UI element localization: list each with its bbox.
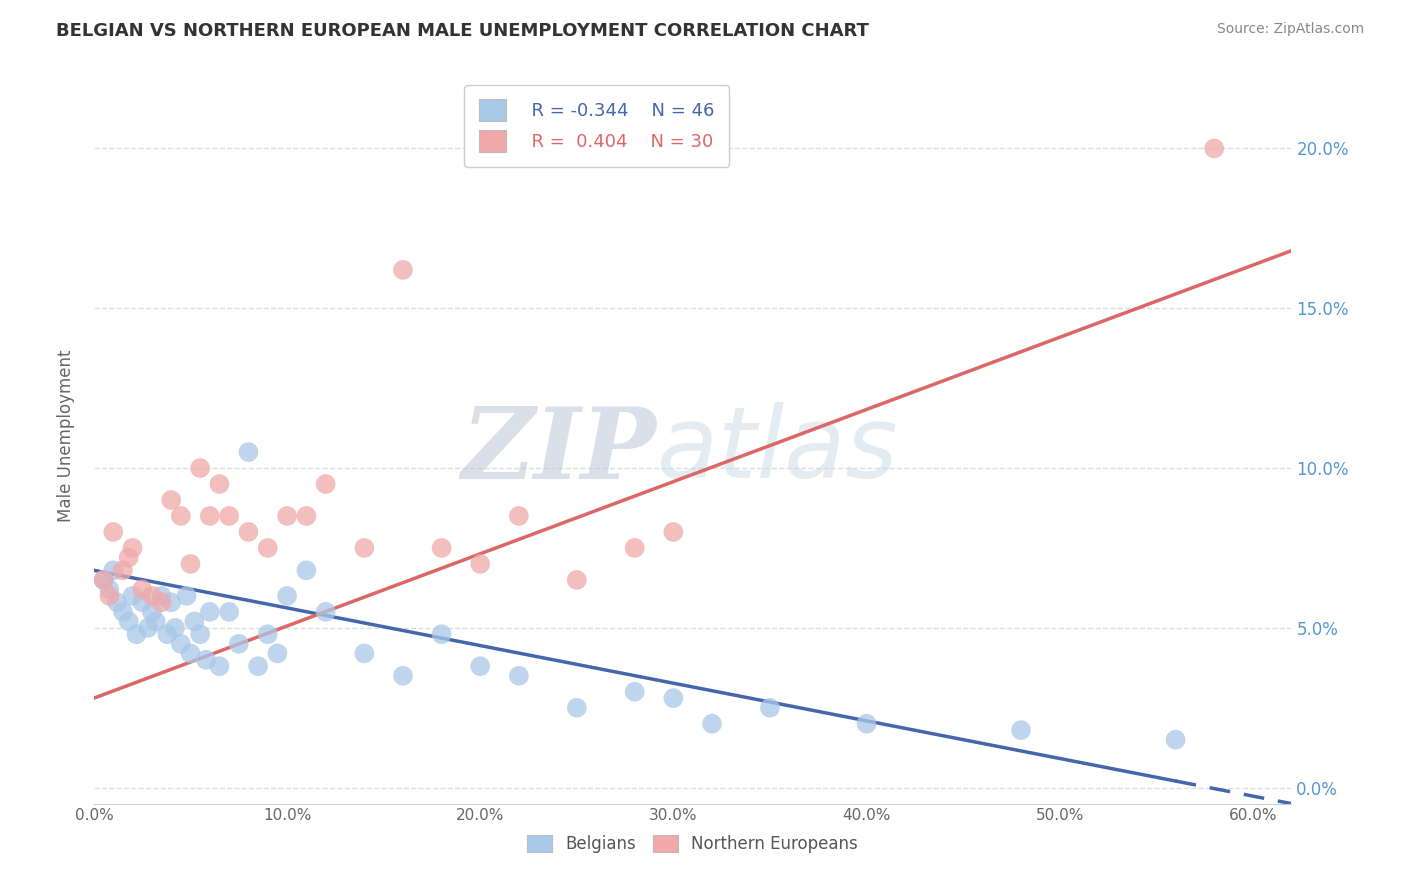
Point <box>1204 141 1226 155</box>
Point <box>228 637 250 651</box>
Point <box>118 550 141 565</box>
Point <box>353 541 375 555</box>
Point <box>1010 723 1032 738</box>
Point <box>131 582 153 597</box>
Point <box>565 700 588 714</box>
Point <box>315 605 337 619</box>
Point <box>198 605 221 619</box>
Point <box>208 477 231 491</box>
Point <box>430 627 453 641</box>
Point <box>392 669 415 683</box>
Point <box>392 263 415 277</box>
Point <box>188 461 211 475</box>
Point <box>145 615 167 629</box>
Point <box>179 647 201 661</box>
Point <box>198 508 221 523</box>
Point <box>623 685 645 699</box>
Point <box>276 508 298 523</box>
Point <box>508 508 530 523</box>
Point <box>93 573 115 587</box>
Point <box>103 563 125 577</box>
Point <box>1164 732 1187 747</box>
Point <box>170 637 193 651</box>
Point <box>98 589 121 603</box>
Point <box>247 659 270 673</box>
Point <box>176 589 198 603</box>
Point <box>662 691 685 706</box>
Point <box>131 595 153 609</box>
Point <box>623 541 645 555</box>
Point <box>121 541 143 555</box>
Point <box>470 659 492 673</box>
Text: atlas: atlas <box>657 402 898 500</box>
Point <box>508 669 530 683</box>
Point <box>759 700 782 714</box>
Point <box>295 563 318 577</box>
Point <box>183 615 205 629</box>
Point <box>194 653 217 667</box>
Point <box>276 589 298 603</box>
Point <box>256 541 278 555</box>
Text: BELGIAN VS NORTHERN EUROPEAN MALE UNEMPLOYMENT CORRELATION CHART: BELGIAN VS NORTHERN EUROPEAN MALE UNEMPL… <box>56 22 869 40</box>
Point <box>118 615 141 629</box>
Point <box>188 627 211 641</box>
Point <box>315 477 337 491</box>
Point <box>98 582 121 597</box>
Point <box>565 573 588 587</box>
Point <box>125 627 148 641</box>
Point <box>700 716 723 731</box>
Point <box>218 508 240 523</box>
Point <box>855 716 877 731</box>
Point <box>141 589 163 603</box>
Point <box>662 524 685 539</box>
Text: ZIP: ZIP <box>461 402 657 499</box>
Point <box>156 627 179 641</box>
Point <box>179 557 201 571</box>
Point <box>430 541 453 555</box>
Text: Source: ZipAtlas.com: Source: ZipAtlas.com <box>1216 22 1364 37</box>
Point <box>111 563 134 577</box>
Point <box>141 605 163 619</box>
Point <box>208 659 231 673</box>
Point <box>295 508 318 523</box>
Point <box>353 647 375 661</box>
Legend:   R = -0.344    N = 46,   R =  0.404    N = 30: R = -0.344 N = 46, R = 0.404 N = 30 <box>464 85 730 167</box>
Point <box>238 445 260 459</box>
Point <box>93 573 115 587</box>
Point <box>105 595 128 609</box>
Point <box>266 647 288 661</box>
Point <box>218 605 240 619</box>
Point <box>165 621 187 635</box>
Point <box>470 557 492 571</box>
Point <box>121 589 143 603</box>
Point <box>103 524 125 539</box>
Point <box>150 589 173 603</box>
Point <box>160 493 183 508</box>
Y-axis label: Male Unemployment: Male Unemployment <box>58 350 75 523</box>
Point <box>111 605 134 619</box>
Point <box>160 595 183 609</box>
Point <box>136 621 159 635</box>
Point <box>170 508 193 523</box>
Point <box>256 627 278 641</box>
Point <box>150 595 173 609</box>
Point <box>238 524 260 539</box>
